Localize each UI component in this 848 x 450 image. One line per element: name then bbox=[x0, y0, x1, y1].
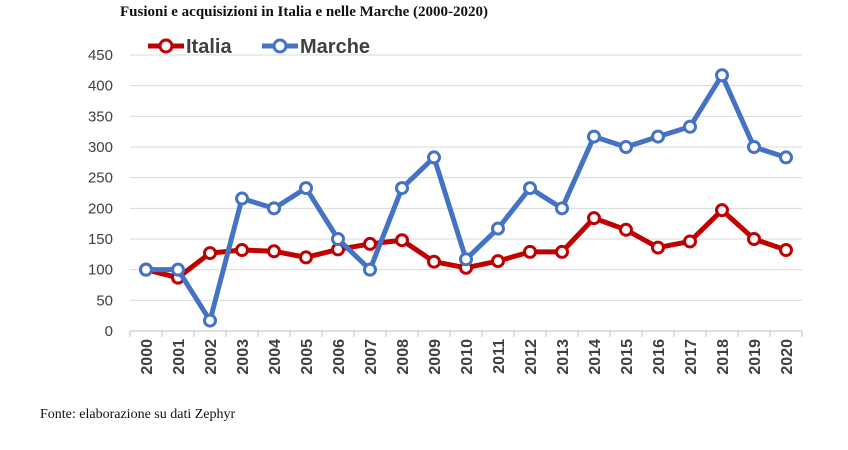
legend-marker bbox=[272, 38, 288, 54]
x-tick-label: 2006 bbox=[331, 339, 348, 375]
data-point bbox=[299, 250, 313, 265]
y-tick-label: 100 bbox=[88, 262, 113, 279]
data-point bbox=[235, 191, 249, 206]
y-tick-label: 250 bbox=[88, 170, 113, 187]
data-point bbox=[363, 262, 377, 277]
axes: 0 50 100 150 200 250 300 350 400 450 2000 2001 2002 2… bbox=[88, 47, 803, 375]
y-tick-label: 200 bbox=[88, 200, 113, 217]
x-tick-label: 2003 bbox=[235, 339, 252, 375]
x-tick-label: 2020 bbox=[779, 339, 796, 375]
y-tick-label: 350 bbox=[88, 108, 113, 125]
data-point bbox=[235, 243, 249, 258]
x-tick-label: 2008 bbox=[395, 339, 412, 375]
data-point bbox=[171, 262, 185, 277]
y-tick-label: 50 bbox=[96, 292, 113, 309]
data-point bbox=[491, 254, 505, 269]
data-point bbox=[651, 129, 665, 144]
data-point bbox=[555, 201, 569, 216]
data-point bbox=[715, 68, 729, 83]
x-tick-label: 2018 bbox=[715, 339, 732, 375]
data-point bbox=[139, 262, 153, 277]
y-tick-label: 150 bbox=[88, 231, 113, 248]
data-point bbox=[267, 201, 281, 216]
data-point bbox=[715, 203, 729, 218]
legend-marker bbox=[158, 38, 174, 54]
x-tick-label: 2005 bbox=[299, 339, 316, 375]
data-point bbox=[779, 150, 793, 165]
x-tick-label: 2012 bbox=[523, 339, 540, 375]
legend-label: Italia bbox=[186, 36, 232, 58]
y-tick-label: 400 bbox=[88, 78, 113, 95]
x-tick-label: 2009 bbox=[427, 339, 444, 375]
y-tick-label: 300 bbox=[88, 139, 113, 156]
source-note: Fonte: elaborazione su dati Zephyr bbox=[40, 407, 236, 422]
data-point bbox=[747, 232, 761, 246]
y-tick-label: 450 bbox=[88, 47, 113, 64]
gridlines bbox=[130, 54, 802, 332]
x-tick-label: 2001 bbox=[171, 339, 188, 375]
data-point bbox=[427, 150, 441, 165]
x-tick-label: 2002 bbox=[203, 339, 220, 375]
data-point bbox=[555, 244, 569, 259]
data-point bbox=[395, 233, 409, 248]
line-chart: 0 50 100 150 200 250 300 350 400 450 2000 2001 2002 2… bbox=[88, 36, 803, 375]
x-tick-label: 2015 bbox=[619, 339, 636, 375]
data-point bbox=[619, 222, 633, 237]
x-tick-label: 2010 bbox=[459, 339, 476, 375]
data-point bbox=[587, 211, 601, 226]
data-point bbox=[683, 119, 697, 134]
data-point bbox=[331, 232, 345, 246]
series-lines bbox=[139, 68, 793, 328]
legend-label: Marche bbox=[300, 36, 370, 58]
x-tick-label: 2000 bbox=[139, 339, 156, 375]
data-point bbox=[523, 181, 537, 196]
x-tick-label: 2019 bbox=[747, 339, 764, 375]
data-point bbox=[619, 140, 633, 154]
data-point bbox=[651, 240, 665, 255]
legend-item-marche: Marche bbox=[262, 36, 370, 58]
data-point bbox=[587, 129, 601, 144]
data-point bbox=[491, 221, 505, 236]
x-tick-label: 2011 bbox=[491, 339, 508, 374]
chart-title: Fusioni e acquisizioni in Italia e nelle… bbox=[120, 4, 489, 20]
series-italia bbox=[139, 203, 793, 285]
data-point bbox=[459, 252, 473, 267]
y-tick-label: 0 bbox=[105, 323, 113, 340]
x-tick-label: 2007 bbox=[363, 339, 380, 375]
data-point bbox=[747, 140, 761, 154]
data-point bbox=[203, 313, 217, 328]
data-point bbox=[395, 181, 409, 196]
data-point bbox=[203, 246, 217, 261]
data-point bbox=[427, 254, 441, 269]
data-point bbox=[267, 244, 281, 259]
data-point bbox=[299, 181, 313, 196]
legend-item-italia: Italia bbox=[148, 36, 232, 58]
x-tick-label: 2004 bbox=[267, 339, 284, 375]
data-point bbox=[779, 243, 793, 258]
x-tick-label: 2016 bbox=[651, 339, 668, 375]
legend: Italia Marche bbox=[148, 36, 370, 58]
series-marche bbox=[139, 68, 793, 328]
x-tick-label: 2013 bbox=[555, 339, 572, 375]
data-point bbox=[683, 234, 697, 249]
x-tick-label: 2017 bbox=[683, 339, 700, 375]
data-point bbox=[523, 244, 537, 259]
x-tick-label: 2014 bbox=[587, 339, 604, 375]
data-point bbox=[363, 236, 377, 251]
